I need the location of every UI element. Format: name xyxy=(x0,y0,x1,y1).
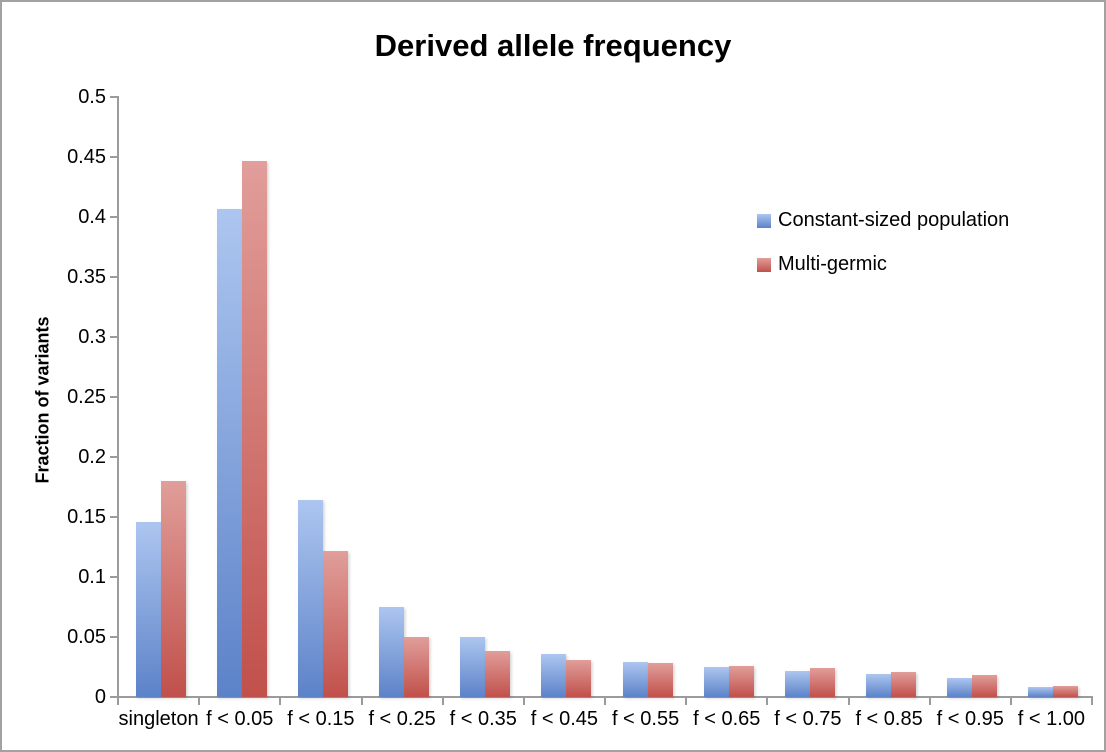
y-tick-label: 0 xyxy=(94,686,106,708)
y-tick-label: 0.25 xyxy=(67,386,106,408)
x-tick xyxy=(766,697,769,705)
bar-constant-sized-population xyxy=(379,607,405,697)
x-tick xyxy=(198,697,201,705)
x-tick xyxy=(685,697,688,705)
chart-title: Derived allele frequency xyxy=(374,28,732,63)
bar-multi-germic xyxy=(647,663,673,697)
y-tick xyxy=(110,516,117,518)
bar-constant-sized-population xyxy=(866,674,892,697)
legend-item: Constant-sized population xyxy=(757,209,1009,232)
x-axis-label: f < 0.45 xyxy=(530,708,599,730)
legend-label: Multi-germic xyxy=(778,253,887,275)
x-tick xyxy=(1009,697,1012,705)
legend: Constant-sized population Multi-germic xyxy=(757,209,1009,276)
x-axis-label: f < 0.25 xyxy=(368,708,436,730)
y-tick-label: 0.05 xyxy=(67,626,106,648)
y-tick-label: 0.35 xyxy=(67,266,106,288)
x-axis-label: f < 0.95 xyxy=(936,708,1004,730)
x-axis-label: f < 1.00 xyxy=(1017,708,1086,730)
bar-constant-sized-population xyxy=(297,500,323,697)
x-tick xyxy=(928,697,931,705)
bar-constant-sized-population xyxy=(947,677,973,697)
bar-multi-germic xyxy=(404,637,430,697)
bar-multi-germic xyxy=(728,665,754,697)
y-axis-line xyxy=(117,96,119,704)
x-axis-label: f < 0.15 xyxy=(287,708,355,730)
x-tick xyxy=(117,697,119,705)
y-tick-label: 0.5 xyxy=(78,86,106,108)
x-tick xyxy=(604,697,606,705)
bar-constant-sized-population xyxy=(622,662,648,697)
x-tick xyxy=(522,697,525,705)
y-tick-label: 0.2 xyxy=(78,446,106,468)
bar-multi-germic xyxy=(241,160,267,697)
y-tick xyxy=(110,456,117,458)
x-axis-line xyxy=(113,696,1093,698)
y-tick-label: 0.1 xyxy=(78,566,106,588)
x-tick xyxy=(441,697,444,705)
bar-multi-germic xyxy=(1053,686,1079,697)
legend-label: Constant-sized population xyxy=(778,209,1010,231)
bar-multi-germic xyxy=(891,671,917,697)
bar-constant-sized-population xyxy=(460,637,486,697)
bar-constant-sized-population xyxy=(1028,687,1054,697)
bar-multi-germic xyxy=(485,651,511,697)
x-tick xyxy=(279,697,282,705)
bar-constant-sized-population xyxy=(541,653,567,697)
y-tick-label: 0.3 xyxy=(78,326,106,348)
y-tick-label: 0.4 xyxy=(78,206,106,228)
x-axis-label: f < 0.05 xyxy=(206,708,274,730)
x-axis-label: f < 0.75 xyxy=(774,708,842,730)
y-tick xyxy=(110,696,117,698)
x-tick xyxy=(847,697,850,705)
legend-item: Multi-germic xyxy=(757,253,1009,276)
bar-constant-sized-population xyxy=(703,667,729,697)
bar-multi-germic xyxy=(566,659,592,697)
y-tick xyxy=(110,336,117,338)
x-axis-label: f < 0.65 xyxy=(693,708,761,730)
bar-multi-germic xyxy=(322,550,348,697)
y-tick xyxy=(110,276,117,278)
x-axis-label: f < 0.85 xyxy=(855,708,923,730)
y-tick xyxy=(110,396,117,398)
legend-swatch-icon xyxy=(757,257,771,272)
y-tick xyxy=(110,636,117,638)
legend-swatch-icon xyxy=(757,213,771,228)
bar-constant-sized-population xyxy=(135,521,161,697)
x-axis-label: f < 0.35 xyxy=(449,708,517,730)
y-tick xyxy=(110,576,117,578)
y-tick xyxy=(110,96,117,98)
x-axis-label: singleton xyxy=(118,708,199,730)
x-axis-label: f < 0.55 xyxy=(611,708,680,730)
y-tick xyxy=(110,216,117,218)
y-tick-label: 0.45 xyxy=(67,146,106,168)
y-tick xyxy=(110,156,117,158)
bar-multi-germic xyxy=(972,675,998,697)
x-tick xyxy=(360,697,363,705)
bar-constant-sized-population xyxy=(216,208,242,697)
bar-multi-germic xyxy=(809,668,835,697)
x-tick xyxy=(1091,697,1093,705)
y-tick-label: 0.15 xyxy=(67,506,106,528)
bar-constant-sized-population xyxy=(784,670,810,697)
bar-multi-germic xyxy=(160,481,186,697)
